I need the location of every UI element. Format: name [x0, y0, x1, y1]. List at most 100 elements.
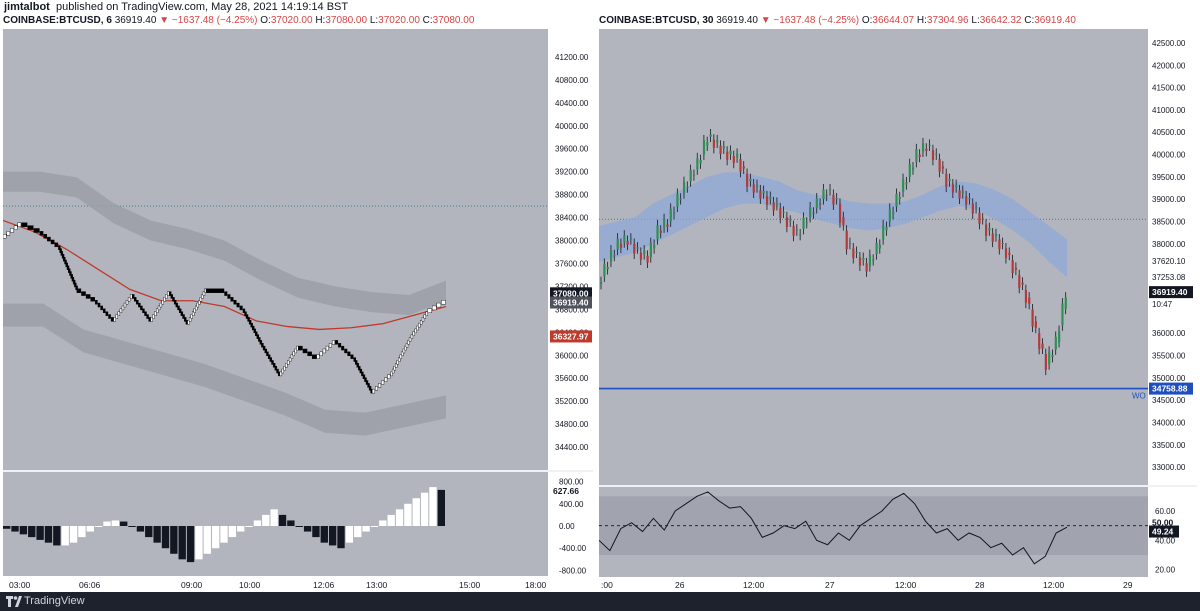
left-price-tag-bg: [550, 330, 592, 343]
renko-brick-up: [129, 294, 133, 299]
renko-brick-down: [63, 256, 66, 262]
candle-up: [898, 197, 901, 200]
oscillator-bar: [153, 526, 161, 543]
candle-down: [832, 194, 835, 205]
renko-brick-down: [74, 282, 77, 288]
renko-brick-up: [425, 311, 428, 316]
renko-brick-down: [361, 371, 364, 377]
renko-brick-up: [193, 308, 196, 314]
renko-brick-up: [328, 343, 332, 348]
renko-brick-down: [358, 365, 361, 371]
candle-down: [941, 166, 945, 169]
candle-up: [994, 234, 998, 237]
candle-down: [1041, 343, 1044, 349]
renko-brick-down: [72, 279, 76, 285]
renko-brick-up: [423, 314, 427, 319]
candle-up: [663, 219, 666, 228]
renko-brick-down: [108, 314, 111, 319]
right-price-tick-label: 42000.00: [1152, 61, 1186, 70]
renko-brick-down: [177, 305, 180, 311]
candle-down: [746, 173, 749, 187]
left-price-tick-label: 34400.00: [555, 443, 589, 452]
renko-brick-down: [76, 288, 82, 293]
left-price-tag: 36327.97: [553, 331, 589, 341]
oscillator-bar: [387, 514, 395, 526]
renko-brick-down: [69, 271, 72, 276]
footer-brand[interactable]: TradingView: [24, 595, 85, 607]
right-chart-pane[interactable]: COINBASE:BTCUSD, 30 36919.40 ▼ −1637.48 …: [599, 15, 1197, 592]
renko-brick-up: [157, 305, 161, 311]
renko-brick-down: [90, 297, 95, 302]
right-chart-canvas[interactable]: 42500.00 42000.00 41500.00 41000.00 40500.00…: [599, 29, 1197, 592]
candle-down: [779, 208, 782, 218]
renko-brick-down: [244, 311, 247, 316]
renko-brick-up: [119, 308, 123, 314]
oscillator-bar: [370, 526, 379, 527]
renko-brick-down: [175, 302, 179, 308]
renko-brick-down: [205, 288, 225, 293]
publisher-name[interactable]: jimtalbot: [4, 1, 50, 13]
renko-brick-down: [105, 311, 109, 316]
candle-down: [1011, 260, 1014, 274]
renko-brick-down: [267, 354, 271, 359]
candle-up: [702, 140, 706, 155]
left-symbol[interactable]: COINBASE:BTCUSD, 6: [3, 15, 112, 26]
candle-up: [915, 149, 918, 163]
renko-brick-down: [138, 302, 141, 308]
renko-brick-up: [187, 320, 190, 325]
renko-brick-up: [418, 322, 421, 328]
renko-brick-up: [159, 302, 163, 308]
candle-up: [782, 211, 785, 213]
renko-brick-down: [364, 377, 367, 382]
left-chart-canvas[interactable]: 41200.00 40800.00 40400.00 40000.00 39600.00…: [3, 29, 593, 592]
renko-brick-down: [347, 351, 351, 357]
renko-brick-down: [100, 305, 103, 311]
right-symbol[interactable]: COINBASE:BTCUSD, 30: [599, 15, 714, 26]
oscillator-bar: [262, 514, 270, 526]
candle-up: [948, 178, 951, 182]
candle-down: [985, 224, 988, 236]
candle-up: [835, 198, 838, 200]
renko-brick-down: [61, 254, 65, 259]
renko-brick-down: [261, 343, 264, 348]
candle-down: [1038, 333, 1041, 349]
oscillator-bar: [312, 526, 320, 538]
candle-up: [928, 144, 931, 146]
candle-down: [646, 255, 649, 263]
renko-brick-down: [338, 343, 342, 348]
candle-up: [912, 167, 915, 170]
renko-brick-down: [132, 294, 135, 299]
candle-down: [712, 139, 716, 149]
left-price-tick-label: 37200.00: [555, 282, 589, 291]
right-last-price: 36919.40: [716, 15, 758, 26]
right-price-tag-bg: [1149, 382, 1193, 395]
right-low-label: L:: [971, 15, 980, 26]
oscillator-bar: [404, 503, 412, 526]
right-time-tick-label: 27: [825, 580, 835, 590]
candle-up: [1051, 354, 1054, 357]
right-time-tick-label: 26: [675, 580, 685, 590]
candle-down: [925, 148, 928, 151]
renko-brick-down: [136, 299, 139, 305]
candle-up: [905, 182, 908, 185]
tradingview-logo-icon[interactable]: [6, 595, 22, 608]
renko-brick-down: [272, 363, 276, 368]
renko-brick-up: [419, 320, 423, 325]
renko-brick-up: [287, 360, 290, 365]
left-chart-pane[interactable]: COINBASE:BTCUSD, 6 36919.40 ▼ −1637.48 (…: [3, 15, 593, 592]
renko-brick-down: [21, 222, 28, 227]
candle-down: [1044, 354, 1047, 370]
oscillator-bar: [379, 520, 387, 526]
left-osc-tick-label: 400.00: [559, 500, 584, 509]
candle-down: [719, 145, 722, 154]
candle-down: [742, 166, 745, 169]
left-time-tick-label: 15:00: [459, 580, 481, 590]
renko-brick-up: [13, 225, 18, 230]
renko-brick-down: [184, 317, 187, 322]
candle-up: [609, 250, 613, 262]
oscillator-bar: [161, 526, 170, 549]
right-time-tick-label: 29: [1123, 580, 1133, 590]
oscillator-bar: [69, 526, 78, 543]
candle-up: [908, 164, 911, 177]
candle-up: [1048, 351, 1051, 365]
